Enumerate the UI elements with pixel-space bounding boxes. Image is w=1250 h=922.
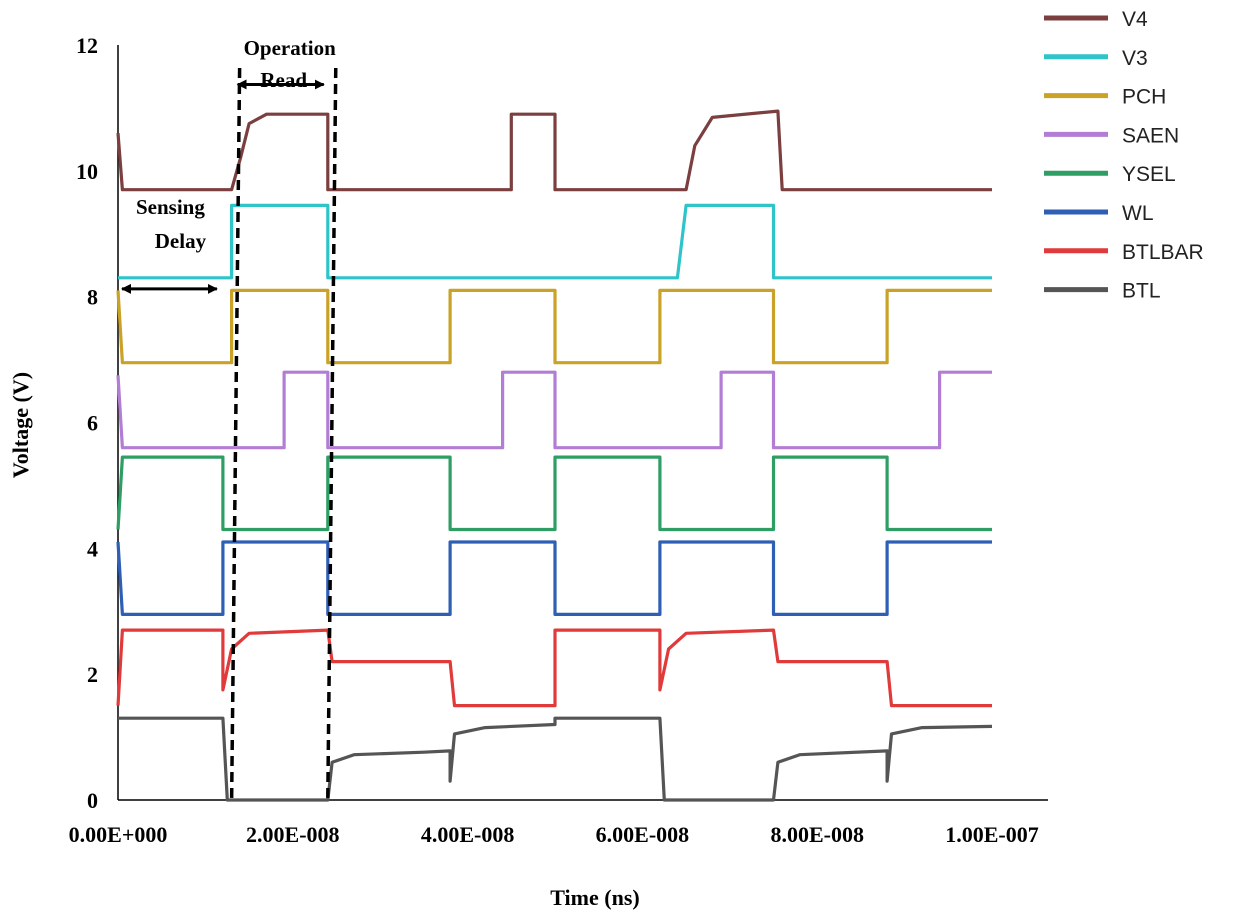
series-line-btlbar: [116, 628, 992, 708]
annotations: Operation Read Sensing Delay: [121, 36, 338, 801]
dashed-marker-line: [326, 67, 338, 801]
x-tick-label: 8.00E-008: [770, 822, 864, 847]
series-line-wl: [116, 540, 992, 617]
y-tick-label: 10: [76, 159, 98, 184]
series-line-btl: [118, 716, 993, 802]
series-lines: [116, 109, 993, 802]
axes: [117, 45, 1048, 801]
legend-label-btl: BTL: [1122, 280, 1161, 303]
y-tick-label: 8: [87, 285, 98, 310]
x-axis-title: Time (ns): [550, 885, 639, 910]
series-line-v3: [118, 203, 992, 280]
dashed-marker-line: [229, 67, 242, 801]
x-tick-label: 1.00E-007: [945, 822, 1039, 847]
sensing-label: Sensing: [136, 195, 205, 219]
x-tick-labels: 0.00E+000 2.00E-008 4.00E-008 6.00E-008 8.00…: [69, 822, 1039, 847]
delay-label: Delay: [155, 229, 207, 253]
series-line-v4: [116, 109, 992, 192]
legend-label-saen: SAEN: [1122, 124, 1179, 147]
legend-label-v3: V3: [1122, 47, 1148, 70]
legend-label-ysel: YSEL: [1122, 163, 1176, 186]
y-tick-label: 0: [87, 788, 98, 813]
series-line-saen: [116, 370, 992, 450]
legend-label-v4: V4: [1122, 8, 1148, 31]
y-tick-label: 4: [87, 536, 98, 561]
legend: V4 V3 PCH SAEN YSEL WL BTLBAR BTL: [1044, 8, 1204, 303]
x-tick-label: 0.00E+000: [69, 822, 168, 847]
x-tick-label: 6.00E-008: [596, 822, 690, 847]
y-tick-label: 2: [87, 662, 98, 687]
legend-label-btlbar: BTLBAR: [1122, 241, 1204, 264]
y-axis-title: Voltage (V): [8, 372, 33, 478]
y-tick-labels: 0 2 4 6 8 10 12: [76, 33, 98, 813]
series-line-ysel: [116, 455, 992, 532]
operation-label: Operation: [244, 36, 336, 60]
series-line-pch: [116, 288, 992, 365]
x-tick-label: 4.00E-008: [421, 822, 515, 847]
read-label: Read: [260, 68, 307, 92]
legend-label-wl: WL: [1122, 202, 1154, 225]
x-tick-label: 2.00E-008: [246, 822, 340, 847]
y-tick-label: 6: [87, 411, 98, 436]
legend-label-pch: PCH: [1122, 86, 1166, 109]
y-tick-label: 12: [76, 33, 98, 58]
